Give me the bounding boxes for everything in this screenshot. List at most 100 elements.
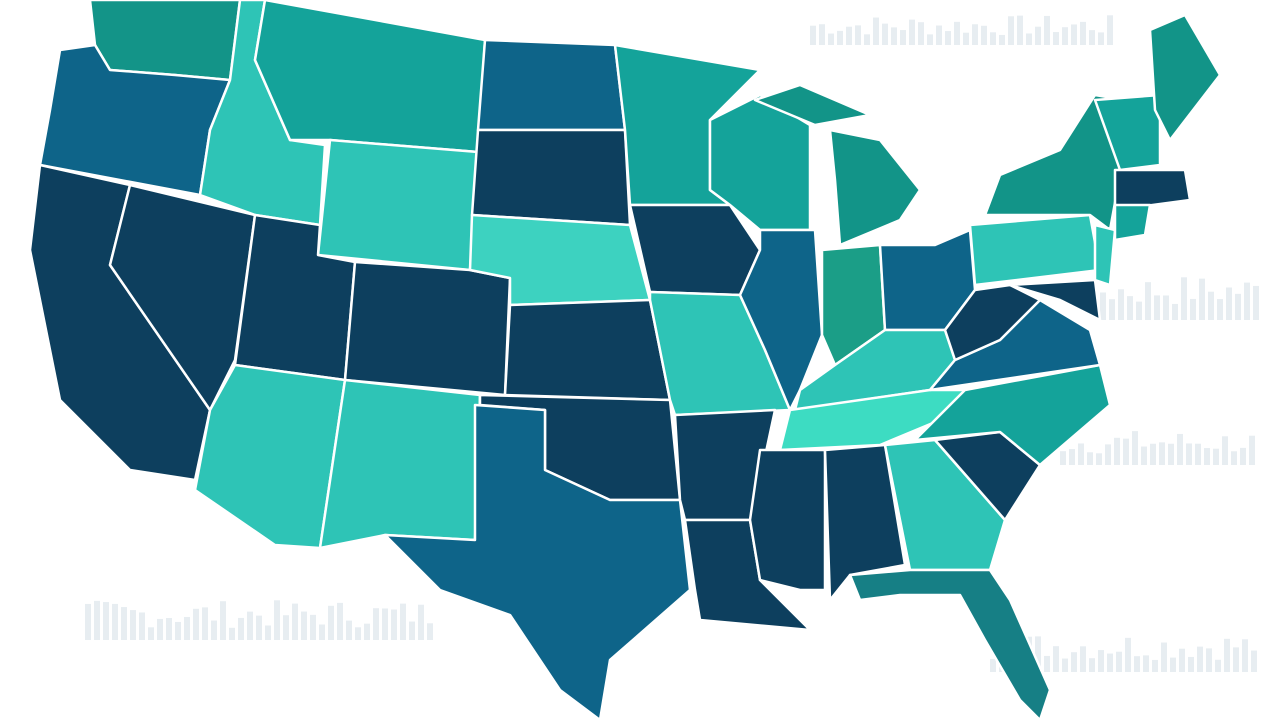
background-bar [238,617,244,640]
background-bar [1053,646,1059,672]
background-bar [837,30,843,45]
background-bar [1141,446,1147,465]
background-bar [1127,296,1133,320]
background-bar [963,32,969,45]
background-bar [999,34,1005,45]
state-mi-upper [753,83,872,127]
background-bar [373,608,379,640]
background-bar [1109,299,1115,320]
background-bar [1161,642,1167,672]
state-vt-nh [1093,93,1162,172]
state-nj [1093,223,1117,287]
background-bar [1197,646,1203,672]
background-bar [981,25,987,45]
background-bar [1060,451,1066,465]
background-bar [882,23,888,45]
background-bar [157,618,163,640]
background-bar [1080,646,1086,672]
background-bar [1190,298,1196,320]
state-mt [253,0,487,154]
background-bar [1062,27,1068,45]
background-bar [1100,292,1106,320]
background-bar [1177,433,1183,465]
background-bar [166,617,172,640]
background-bar [1181,277,1187,320]
state-sd [470,128,632,227]
background-bar [990,32,996,45]
background-bar [1044,655,1050,672]
background-bar [1206,648,1212,672]
background-bar [855,25,861,45]
background-bar [1213,448,1219,465]
background-bar [1217,299,1223,320]
background-bar [909,19,915,45]
background-bar [328,605,334,640]
background-bar [103,602,109,640]
background-bar [256,615,262,640]
background-bar [1116,651,1122,672]
background-bar [148,627,154,640]
background-bar [1253,285,1259,320]
background-bar [1159,442,1165,465]
background-bar [1233,647,1239,672]
background-bar [1168,443,1174,465]
background-bar [1071,652,1077,672]
background-bar [400,603,406,640]
background-bar [1188,656,1194,672]
background-bar [112,603,118,640]
background-bar [1098,32,1104,45]
background-bar [1251,650,1257,672]
state-mi [828,128,922,247]
background-bar [310,614,316,640]
background-bar [355,627,361,640]
background-bar [1170,657,1176,672]
background-bar [873,17,879,45]
background-bar [1026,33,1032,45]
background-bar [1062,658,1068,672]
background-bar [819,24,825,45]
background-bar [1145,282,1151,320]
background-bar [1105,444,1111,465]
state-nc [913,363,1112,467]
background-bar [1150,443,1156,465]
background-bar [1017,15,1023,45]
background-bar [1123,438,1129,465]
background-bar [1114,437,1120,465]
background-bar [1172,303,1178,320]
state-ct [1113,203,1152,242]
background-bar [1107,15,1113,45]
background-bar [346,620,352,640]
background-bar [1035,636,1041,672]
background-bar [301,611,307,640]
background-bar [175,621,181,640]
background-bar [1080,21,1086,45]
background-bar [1235,293,1241,320]
background-bar [202,607,208,640]
state-tx [383,403,692,720]
background-bar [229,627,235,640]
background-bar [864,34,870,45]
background-bar [1078,443,1084,465]
background-bar [1134,656,1140,672]
background-bar [1008,16,1014,45]
background-bar [810,25,816,45]
background-bar [918,22,924,45]
background-bar [846,26,852,45]
background-bar [1071,24,1077,45]
background-bar [1087,452,1093,465]
state-pa [968,213,1102,287]
background-bar [954,21,960,45]
state-wy [316,138,480,272]
background-bar [936,25,942,45]
background-bar [1249,435,1255,465]
background-bar [1226,287,1232,320]
background-bar [1244,282,1250,320]
background-bar [900,30,906,45]
states [28,0,1222,720]
background-bar [927,34,933,45]
background-bar [1053,32,1059,45]
background-bar [972,24,978,45]
state-md [1008,278,1102,322]
background-bar [283,615,289,640]
state-fl [848,568,1052,720]
